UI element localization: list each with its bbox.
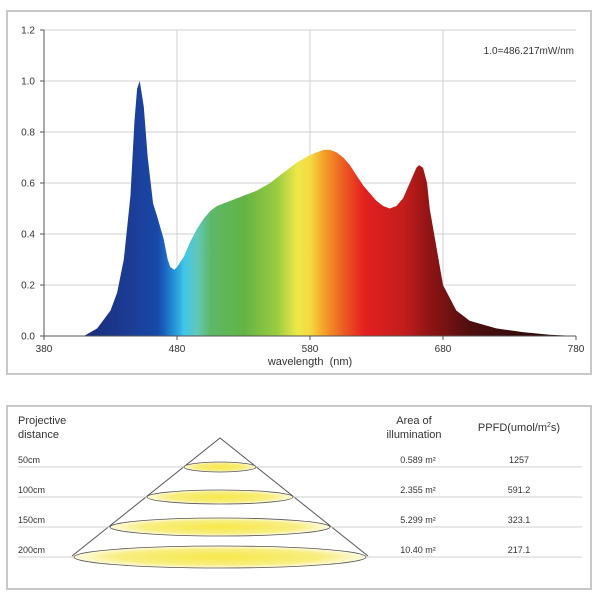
x-tick-label: 680 bbox=[435, 344, 452, 355]
x-tick-label: 480 bbox=[169, 344, 186, 355]
row-area: 5.299 m² bbox=[400, 515, 436, 525]
row-area: 10.40 m² bbox=[400, 545, 436, 555]
table-row: 100cm 2.355 m² 591.2 bbox=[18, 485, 582, 505]
spectrum-chart: 380 480 580 680 780 0.0 0.2 0.4 0.6 0.8 1.0 1.2 1.0… bbox=[21, 26, 585, 369]
row-area: 2.355 m² bbox=[400, 485, 436, 495]
table-row: 200cm 10.40 m² 217.1 bbox=[18, 545, 582, 569]
scale-annotation: 1.0=486.217mW/nm bbox=[484, 46, 574, 57]
row-distance: 100cm bbox=[18, 485, 45, 495]
row-distance: 50cm bbox=[18, 455, 40, 465]
header-area-line1: Area of bbox=[396, 415, 432, 427]
header-distance-line1: Projective bbox=[18, 415, 66, 427]
illumination-ellipse bbox=[146, 489, 294, 505]
y-tick-label: 0.4 bbox=[21, 230, 35, 241]
row-ppfd: 1257 bbox=[509, 455, 529, 465]
header-ppfd: PPFD(umol/m2s) bbox=[478, 422, 560, 434]
light-cone-outline bbox=[71, 437, 369, 557]
illumination-ellipse bbox=[73, 545, 367, 569]
spectrum-chart-panel: 380 480 580 680 780 0.0 0.2 0.4 0.6 0.8 1.0 1.2 1.0… bbox=[6, 10, 592, 375]
header-area-line2: illumination bbox=[386, 429, 441, 441]
row-ppfd: 323.1 bbox=[508, 515, 531, 525]
y-tick-label: 0.0 bbox=[21, 332, 35, 343]
y-tick-label: 1.0 bbox=[21, 77, 35, 88]
y-tick-label: 0.6 bbox=[21, 179, 35, 190]
row-distance: 200cm bbox=[18, 545, 45, 555]
y-tick-label: 1.2 bbox=[21, 26, 35, 37]
row-ppfd: 217.1 bbox=[508, 545, 531, 555]
x-tick-label: 580 bbox=[302, 344, 319, 355]
row-ppfd: 591.2 bbox=[508, 485, 531, 495]
header-distance-line2: distance bbox=[18, 429, 59, 441]
y-tick-label: 0.2 bbox=[21, 281, 35, 292]
x-tick-label: 380 bbox=[36, 344, 53, 355]
row-area: 0.589 m² bbox=[400, 455, 436, 465]
y-tick-label: 0.8 bbox=[21, 128, 35, 139]
tick-labels: 380 480 580 680 780 0.0 0.2 0.4 0.6 0.8 1.0 1.2 bbox=[21, 26, 585, 356]
row-distance: 150cm bbox=[18, 515, 45, 525]
ppfd-table-panel: Projective distance Area of illumination… bbox=[6, 405, 592, 590]
axes bbox=[40, 29, 577, 340]
x-axis-label: wavelength (nm) bbox=[267, 356, 352, 368]
table-row: 50cm 0.589 m² 1257 bbox=[18, 455, 582, 473]
x-tick-label: 780 bbox=[568, 344, 585, 355]
illumination-ellipse bbox=[183, 461, 257, 473]
table-row: 150cm 5.299 m² 323.1 bbox=[18, 515, 582, 537]
ppfd-table: Projective distance Area of illumination… bbox=[18, 415, 582, 569]
spectrum-area bbox=[83, 81, 577, 336]
illumination-ellipse bbox=[109, 517, 331, 537]
